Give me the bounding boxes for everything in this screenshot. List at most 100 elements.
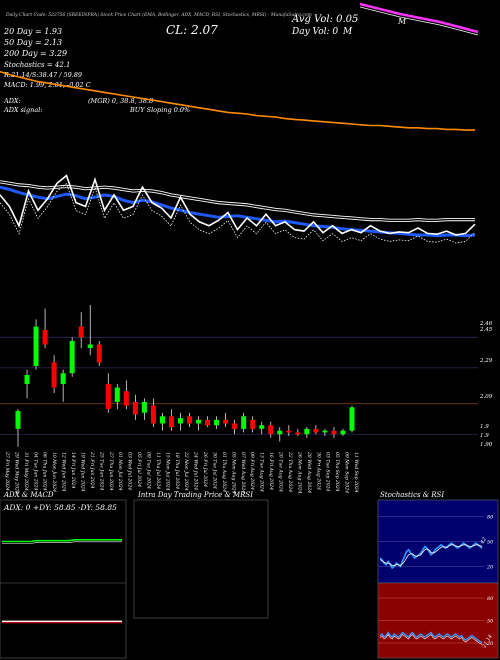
stoch-tick-label: 50 (487, 540, 494, 546)
price-tick-label: 1.9 (480, 433, 489, 439)
magenta-line-shadow (359, 6, 479, 36)
date-tick-labels: 27 Fri May 2024 29 Wed May 2024 31 Fri May… (4, 451, 359, 494)
date-tick-label: 09 Fri Aug 2024 (249, 452, 255, 490)
candle-body (123, 391, 129, 406)
date-tick-label: 19 Wed Jun 2024 (80, 452, 86, 492)
candle-body (168, 416, 174, 428)
legend-macd: MACD: 1.99, 2.01, -0.02 C (3, 81, 91, 89)
date-tick-label: 01 Thu Aug 2024 (221, 452, 227, 492)
ema-line-50-day (0, 181, 475, 222)
candle-body (141, 401, 147, 413)
candle-body (33, 326, 39, 367)
price-tick-label: 1.90 (480, 442, 493, 448)
date-tick-label: 27 Thu Jun 2024 (108, 451, 114, 491)
adx-readout: ADX: 0 +DY: 58.85 -DY: 58.85 (3, 503, 117, 512)
date-tick-label: 13 Tue Aug 2024 (259, 452, 265, 492)
candle-body (69, 340, 75, 374)
legend-adx-value: (MGR) 0, 38.8, 38.8 (88, 97, 153, 105)
stoch-k-line (379, 542, 483, 570)
candle-body (241, 416, 247, 429)
ema-panel (0, 70, 476, 244)
date-tick-label: 03 Wed Jul 2024 (127, 452, 133, 490)
date-tick-label: 01 Mon Jul 2024 (117, 452, 123, 491)
stoch-tick-label: 20 (486, 564, 494, 570)
date-tick-label: 22 Thu Aug 2024 (287, 451, 293, 492)
stoch-grid: 80 50 20 80 50 20 (378, 515, 494, 647)
date-tick-label: 03 Tue Sep 2024 (325, 452, 331, 492)
day-vol-unit: M (342, 27, 353, 37)
adx-macd-panel (0, 499, 127, 659)
candle-body (187, 416, 193, 424)
date-tick-label: 20 Tue Aug 2024 (278, 451, 284, 492)
candle-panel (15, 305, 355, 447)
candle-body (24, 375, 30, 384)
stoch-tick-label: 80 (487, 515, 494, 521)
price-tick-label: 2.29 (479, 358, 493, 364)
magenta-line (359, 2, 479, 34)
date-tick-label: 05 Mon Aug 2024 (230, 452, 236, 494)
candle-body (313, 428, 319, 433)
intraday-panel (133, 499, 269, 619)
candle-body (349, 407, 355, 431)
close-label: CL: 2.07 (166, 23, 218, 37)
date-tick-label: 15 Mon Jul 2024 (164, 452, 170, 491)
date-tick-label: 05 Fri Jul 2024 (136, 452, 142, 487)
date-tick-label: 25 Tue Jun 2024 (98, 451, 104, 490)
candle-body (277, 430, 283, 435)
date-tick-label: 10 Mon Jun 2024 (51, 452, 57, 492)
legend-adx: ADX: (3, 97, 21, 105)
adx-di-line (2, 541, 122, 544)
date-tick-label: 18 Thu Jul 2024 (174, 452, 180, 489)
price-tick-label: 2.09 (479, 394, 493, 400)
date-tick-label: 05 Thu Sep 2024 (334, 452, 340, 492)
candle-body (286, 430, 292, 433)
date-tick-label: 29 Wed May 2024 (13, 451, 19, 494)
candle-body (340, 430, 346, 435)
date-tick-label: 31 Fri May 2024 (23, 452, 29, 491)
avg-vol-label: Avg Vol: 0.05 (291, 14, 358, 25)
candle-body (322, 430, 328, 433)
date-tick-label: 28 Wed Aug 2024 (306, 451, 312, 493)
stoch-d-line (379, 544, 483, 567)
price-tick-label: 2.45 (479, 327, 493, 333)
candle-body (214, 419, 220, 426)
candle-body (331, 430, 337, 435)
candle-body (114, 387, 120, 402)
candle-body (51, 362, 57, 388)
candle-body (223, 419, 229, 424)
legend-adx-signal: ADX signal: (3, 106, 43, 114)
candle-body (132, 401, 138, 415)
intraday-title: Intra Day Trading Price & MRSI (137, 491, 253, 499)
adx-macd-title: ADX & MACD (3, 491, 54, 499)
stoch-rsi-title: Stochastics & RSI (380, 491, 444, 499)
date-tick-label: 14 Fri Jun 2024 (70, 452, 76, 489)
candle-body (105, 383, 111, 410)
stoch-value-label: 42 (479, 537, 488, 546)
rsi-tick-label: 20 (486, 641, 494, 647)
candle-body (60, 373, 66, 384)
price-tick-label: 2.46 (479, 321, 493, 327)
rsi-tick-label: 50 (487, 619, 494, 625)
candle-body (232, 423, 238, 429)
adx-line (2, 538, 122, 543)
ema-line-close (0, 174, 476, 236)
date-tick-label: 11 Thu Jul 2024 (155, 452, 161, 489)
top-line: Daily Chart Code: 523756 (SREEINFRA) Sto… (5, 11, 312, 18)
candle-body (177, 418, 183, 424)
date-tick-label: 04 Tue Jun 2024 (32, 452, 38, 490)
candle-body (304, 428, 310, 435)
legend-rsi: R:21.14/S:38.47 / 59.89 (3, 71, 82, 79)
date-tick-label: 27 Fri May 2024 (4, 451, 10, 491)
date-tick-label: 22 Mon Jul 2024 (183, 451, 189, 491)
price-tick-label: 1.9 (480, 424, 489, 430)
date-tick-label: 21 Fri Jun 2024 (89, 451, 95, 489)
date-tick-label: 06 Thu Jun 2024 (42, 452, 48, 491)
candle-body (205, 419, 211, 426)
legend-buy-signal: BUY Sloping 0.0% (129, 106, 190, 114)
candle-body (78, 326, 84, 338)
price-tick-labels: 2.462.45 2.29 2.09 1.9 1.9 1.90 (479, 321, 493, 448)
ema-line-200-day (0, 70, 475, 131)
candle-body (250, 419, 256, 429)
candle-body (96, 344, 102, 363)
